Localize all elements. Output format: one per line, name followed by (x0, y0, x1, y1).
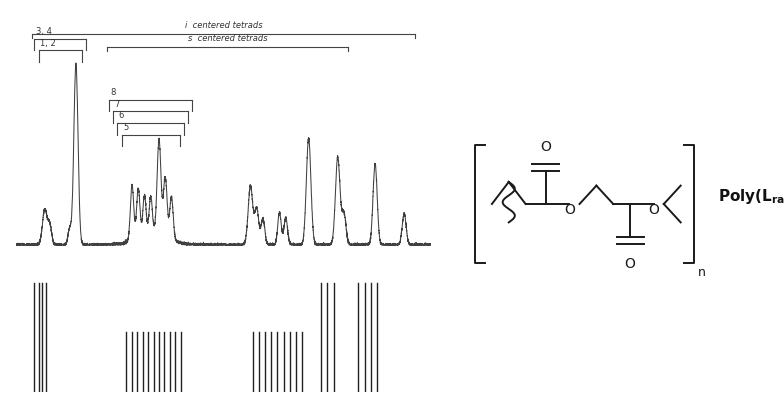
Text: Poly(L$_{\mathregular{rac}}$G): Poly(L$_{\mathregular{rac}}$G) (717, 187, 784, 206)
Text: 7: 7 (114, 100, 120, 109)
Text: O: O (648, 202, 659, 217)
Text: 3, 4: 3, 4 (35, 27, 52, 36)
Text: s  centered tetrads: s centered tetrads (188, 34, 267, 43)
Text: O: O (625, 257, 636, 271)
Text: 5: 5 (123, 123, 128, 132)
Text: n: n (698, 266, 706, 279)
Text: O: O (540, 140, 551, 154)
Text: 6: 6 (118, 111, 124, 120)
Text: O: O (564, 202, 575, 217)
Text: i  centered tetrads: i centered tetrads (184, 21, 263, 30)
Text: 1, 2: 1, 2 (40, 39, 56, 48)
Text: 8: 8 (111, 88, 116, 97)
